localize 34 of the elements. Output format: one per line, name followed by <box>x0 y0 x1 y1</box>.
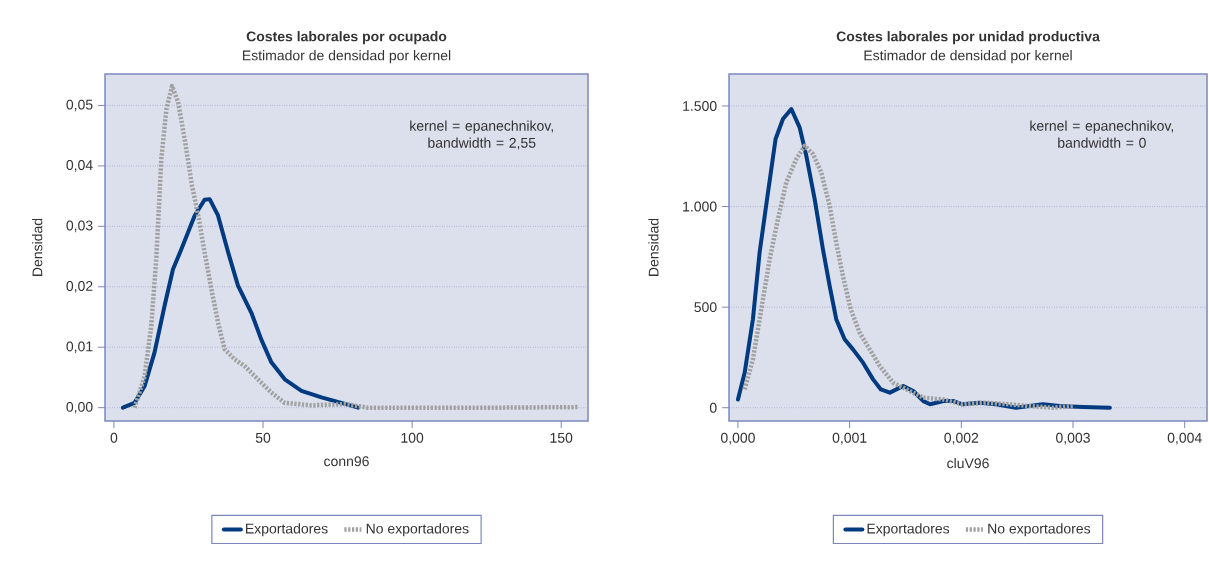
x-tick-label: 150 <box>550 432 573 443</box>
y-axis-title: Densidad <box>32 218 43 276</box>
annotation: kernel = epanechnikov, bandwidth = 0 <box>1030 120 1174 148</box>
x-tick-label: 0,003 <box>1056 432 1090 445</box>
x-tick-label: 100 <box>401 432 424 443</box>
chart-title: Costes laborales por unidad productiva <box>836 31 1100 45</box>
chart-subtitle: Estimador de densidad por kernel <box>864 50 1072 64</box>
x-tick-label: 50 <box>255 432 271 443</box>
legend-label: No exportadores <box>366 523 469 537</box>
y-tick-label: 1.000 <box>683 201 717 212</box>
x-tick-label: 0,001 <box>832 432 867 445</box>
x-tick-label: 0 <box>110 432 118 443</box>
legend-label: Exportadores <box>867 523 950 537</box>
x-axis-title: conn96 <box>324 456 369 467</box>
y-tick-label: 1.500 <box>683 101 717 111</box>
chart-title: Costes laborales por ocupado <box>246 31 447 45</box>
y-tick-label: 0,05 <box>66 99 93 112</box>
y-tick-label: 0,04 <box>66 160 93 172</box>
line-series <box>120 197 361 410</box>
legend-label: Exportadores <box>246 523 328 537</box>
y-tick-label: 0,02 <box>66 281 93 293</box>
y-tick-label: 0 <box>709 402 717 413</box>
chart-subtitle: Estimador de densidad por kernel <box>242 50 451 64</box>
y-tick-label: 0,00 <box>66 401 93 414</box>
y-tick-label: 500 <box>694 302 717 313</box>
annotation: kernel = epanechnikov, bandwidth = 2,55 <box>410 120 553 150</box>
x-tick-label: 0,004 <box>1167 432 1202 445</box>
y-axis-title: Densidad <box>648 218 659 276</box>
y-tick-label: 0,03 <box>66 220 93 233</box>
legend-label: No exportadores <box>988 523 1091 537</box>
x-tick-label: 0,000 <box>720 432 755 445</box>
y-tick-label: 0,01 <box>66 341 93 354</box>
x-tick-label: 0,002 <box>944 432 979 445</box>
x-axis-title: cluV96 <box>947 457 989 469</box>
